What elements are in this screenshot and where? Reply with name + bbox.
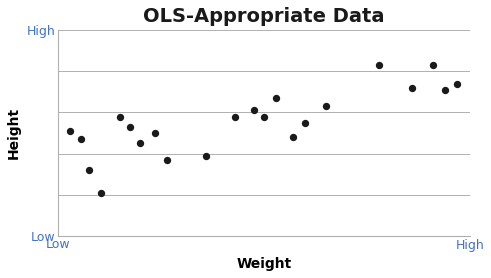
Point: [453, 81, 461, 86]
Point: [273, 96, 280, 100]
Y-axis label: Height: Height: [7, 107, 21, 159]
Point: [408, 86, 416, 90]
Point: [136, 141, 144, 145]
Point: [260, 114, 268, 119]
Point: [375, 63, 383, 68]
Point: [77, 137, 84, 142]
Title: OLS-Appropriate Data: OLS-Appropriate Data: [143, 7, 384, 26]
Point: [126, 125, 134, 129]
Point: [202, 153, 210, 158]
Point: [66, 129, 74, 133]
Point: [116, 114, 124, 119]
Point: [441, 88, 449, 92]
Point: [322, 104, 329, 108]
Point: [151, 131, 159, 135]
Point: [429, 63, 436, 68]
Point: [85, 168, 93, 172]
Point: [301, 120, 309, 125]
Point: [249, 108, 257, 113]
Point: [97, 190, 105, 195]
Point: [231, 114, 239, 119]
Point: [289, 135, 297, 139]
X-axis label: Weight: Weight: [236, 257, 292, 271]
Point: [163, 157, 171, 162]
